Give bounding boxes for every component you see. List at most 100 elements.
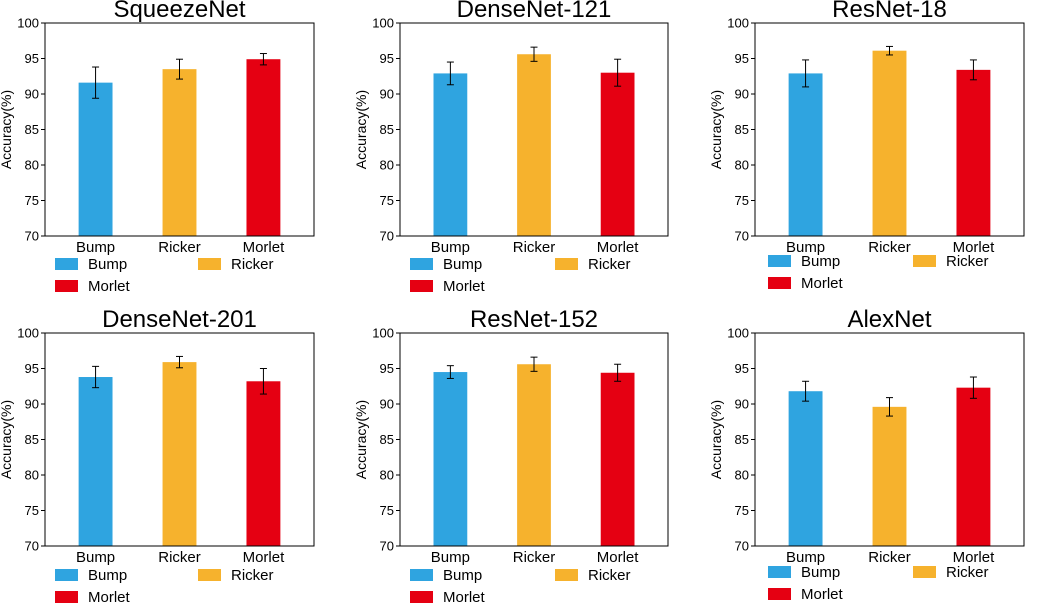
- y-tick-label: 85: [25, 122, 39, 137]
- legend-swatch-morlet: [410, 591, 433, 603]
- bar-morlet: [956, 387, 991, 546]
- y-tick-label: 80: [735, 468, 749, 483]
- y-tick-label: 90: [735, 87, 749, 102]
- y-tick-label: 95: [25, 361, 39, 376]
- legend-label: Bump: [801, 253, 840, 270]
- x-tick-label: Morlet: [597, 549, 640, 566]
- bar-morlet: [600, 372, 635, 546]
- y-tick-label: 85: [735, 122, 749, 137]
- x-tick-label: Morlet: [243, 239, 286, 256]
- legend-swatch-morlet: [410, 280, 433, 292]
- legend-swatch-ricker: [198, 258, 221, 270]
- legend-label: Ricker: [588, 256, 631, 273]
- y-tick-label: 70: [735, 539, 749, 554]
- legend-swatch-ricker: [198, 569, 221, 581]
- legend-label: Bump: [801, 564, 840, 581]
- y-tick-label: 90: [380, 397, 394, 412]
- chart-panel-4: DenseNet-201 Accuracy(%) 70 75 80 85 90 95 100 Bu…: [0, 306, 315, 606]
- plot-frame: [399, 332, 669, 547]
- y-tick-label: 75: [25, 193, 39, 208]
- chart-title: AlexNet: [847, 306, 931, 333]
- chart-panel-3: ResNet-18 Accuracy(%) 70 75 80 85 90 95 100 Bump R…: [708, 0, 1025, 292]
- plot-frame: [44, 332, 315, 547]
- legend: Bump Ricker Morlet: [55, 256, 274, 295]
- bar-bump: [433, 372, 468, 546]
- legend-label: Morlet: [88, 278, 131, 295]
- y-axis-label: Accuracy(%): [708, 400, 724, 479]
- y-axis-label: Accuracy(%): [0, 90, 14, 169]
- y-tick-label: 100: [727, 326, 749, 341]
- bar-bump: [78, 377, 113, 546]
- legend-label: Bump: [88, 567, 127, 584]
- y-tick-label: 75: [380, 193, 394, 208]
- x-tick-label: Morlet: [953, 239, 996, 256]
- legend-label: Morlet: [88, 589, 131, 606]
- plot-frame: [754, 332, 1025, 547]
- x-tick-label: Bump: [431, 549, 470, 566]
- legend: Bump Ricker Morlet: [768, 253, 989, 292]
- bar-ricker: [517, 54, 551, 236]
- x-tick-label: Bump: [786, 549, 825, 566]
- y-tick-label: 95: [735, 51, 749, 66]
- y-tick-label: 70: [25, 229, 39, 244]
- x-tick-label: Ricker: [868, 239, 911, 256]
- chart-panel-1: SqueezeNet Accuracy(%) 70 75 80 85 90 95 100 Bump…: [0, 0, 315, 295]
- y-tick-label: 100: [372, 326, 394, 341]
- y-tick-label: 75: [25, 503, 39, 518]
- legend-swatch-ricker: [913, 566, 936, 578]
- legend-label: Bump: [88, 256, 127, 273]
- y-tick-label: 95: [25, 51, 39, 66]
- y-tick-label: 80: [25, 158, 39, 173]
- y-tick-label: 90: [380, 87, 394, 102]
- chart-title: DenseNet-121: [457, 0, 612, 23]
- y-tick-label: 100: [17, 326, 39, 341]
- legend: Bump Ricker Morlet: [410, 567, 631, 606]
- bar-bump: [78, 82, 113, 236]
- x-tick-label: Bump: [786, 239, 825, 256]
- y-axis-label: Accuracy(%): [0, 400, 14, 479]
- legend-label: Morlet: [443, 589, 486, 606]
- chart-panel-6: AlexNet Accuracy(%) 70 75 80 85 90 95 100 Bump Ric…: [708, 306, 1025, 603]
- bar-morlet: [246, 381, 281, 546]
- y-axis-label: Accuracy(%): [708, 90, 724, 169]
- legend-label: Ricker: [231, 256, 274, 273]
- x-tick-label: Ricker: [868, 549, 911, 566]
- legend-swatch-bump: [410, 258, 433, 270]
- x-tick-label: Bump: [431, 239, 470, 256]
- chart-title: SqueezeNet: [113, 0, 245, 23]
- y-tick-label: 90: [735, 397, 749, 412]
- x-tick-label: Morlet: [953, 549, 996, 566]
- x-tick-label: Ricker: [513, 239, 556, 256]
- y-tick-label: 100: [372, 16, 394, 31]
- y-tick-label: 95: [380, 51, 394, 66]
- legend-label: Morlet: [443, 278, 486, 295]
- plot-frame: [754, 22, 1025, 237]
- y-tick-label: 90: [25, 397, 39, 412]
- legend-label: Morlet: [801, 586, 844, 603]
- x-tick-label: Morlet: [597, 239, 640, 256]
- y-tick-label: 80: [380, 158, 394, 173]
- legend-swatch-ricker: [555, 569, 578, 581]
- bar-ricker: [162, 362, 197, 546]
- x-tick-label: Ricker: [158, 549, 201, 566]
- legend-swatch-bump: [768, 566, 791, 578]
- y-tick-label: 70: [380, 229, 394, 244]
- legend: Bump Ricker Morlet: [410, 256, 631, 295]
- legend-label: Ricker: [946, 564, 989, 581]
- y-tick-label: 75: [380, 503, 394, 518]
- bar-bump: [788, 391, 823, 546]
- bar-morlet: [246, 59, 281, 237]
- y-axis-label: Accuracy(%): [353, 90, 369, 169]
- y-tick-label: 100: [17, 16, 39, 31]
- x-tick-label: Morlet: [243, 549, 286, 566]
- legend: Bump Ricker Morlet: [768, 564, 989, 603]
- bar-ricker: [872, 406, 907, 546]
- legend-swatch-bump: [410, 569, 433, 581]
- y-tick-label: 70: [25, 539, 39, 554]
- legend-label: Bump: [443, 567, 482, 584]
- legend: Bump Ricker Morlet: [55, 567, 274, 606]
- y-axis-label: Accuracy(%): [353, 400, 369, 479]
- y-tick-label: 95: [380, 361, 394, 376]
- bar-bump: [788, 73, 823, 236]
- chart-panel-5: ResNet-152 Accuracy(%) 70 75 80 85 90 95 100 Bump…: [353, 306, 669, 606]
